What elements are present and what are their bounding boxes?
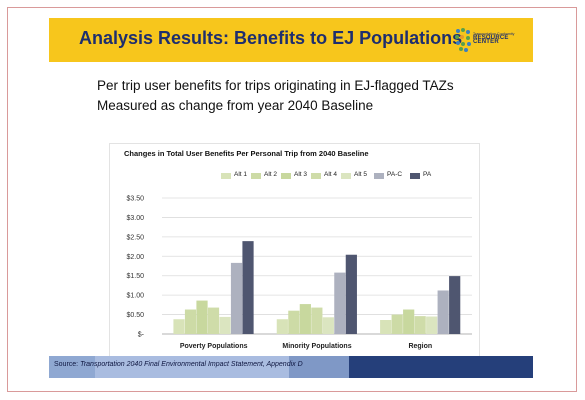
x-category-label: Region (408, 343, 432, 350)
bar-alt-3 (299, 304, 311, 334)
bar-alt-3 (403, 309, 415, 334)
legend-swatch (374, 173, 384, 179)
legend-label: Alt 5 (354, 171, 368, 178)
subtitle: Per trip user benefits for trips origina… (97, 76, 454, 116)
logo-big-line: RESOURCE CENTER (473, 35, 509, 45)
bar-alt-2 (391, 314, 403, 334)
bar-pa-c (334, 272, 346, 334)
source-strip (95, 356, 289, 378)
source-label: Source: (54, 361, 79, 368)
source-citation: Transportation 2040 Final Environmental … (80, 361, 303, 368)
legend-label: PA (423, 171, 432, 178)
bar-pa (345, 254, 357, 334)
y-tick-label: $3.50 (126, 196, 144, 203)
bar-alt-4 (207, 307, 220, 334)
x-category-label: Minority Populations (282, 343, 351, 350)
bar-alt-3 (196, 300, 208, 334)
slide-frame (7, 7, 577, 392)
bar-pa (242, 241, 254, 334)
logo-dots-icon (455, 28, 471, 52)
legend-swatch (221, 173, 231, 179)
bar-alt-1 (380, 320, 392, 334)
bar-alt-2 (184, 309, 197, 334)
resource-center-logo: Transportation Conformity RESOURCE CENTE… (453, 25, 531, 55)
bar-alt-5 (322, 317, 334, 334)
bar-alt-4 (311, 307, 323, 334)
source-bar: Source: Transportation 2040 Final Enviro… (49, 356, 533, 378)
subtitle-line-2: Measured as change from year 2040 Baseli… (97, 98, 374, 113)
legend-label: Alt 4 (324, 171, 338, 178)
y-tick-label: $3.00 (126, 215, 144, 222)
y-tick-label: $2.00 (126, 254, 144, 261)
legend-label: Alt 2 (264, 171, 278, 178)
legend-label: Alt 1 (234, 171, 248, 178)
source-strip (49, 356, 95, 378)
legend-swatch (251, 173, 261, 179)
subtitle-line-1: Per trip user benefits for trips origina… (97, 78, 454, 93)
y-tick-label: $0.50 (126, 312, 144, 319)
y-tick-label: $- (138, 332, 145, 339)
bar-pa-c (230, 262, 243, 334)
bar-alt-2 (288, 310, 300, 334)
logo-text: Transportation Conformity RESOURCE CENTE… (473, 32, 531, 45)
legend-label: PA-C (387, 171, 403, 178)
chart-title: Changes in Total User Benefits Per Perso… (124, 149, 369, 158)
bar-pa (449, 276, 461, 334)
bar-alt-1 (276, 319, 288, 334)
bar-pa-c (437, 290, 449, 334)
legend-swatch (281, 173, 291, 179)
bar-chart: Changes in Total User Benefits Per Perso… (109, 143, 480, 357)
logo-small-line: Transportation Conformity (473, 32, 515, 36)
bar-alt-5 (426, 316, 438, 334)
x-category-label: Poverty Populations (180, 343, 248, 350)
slide-title: Analysis Results: Benefits to EJ Populat… (79, 28, 463, 48)
bar-alt-4 (414, 316, 426, 334)
y-tick-label: $2.50 (126, 234, 144, 241)
y-tick-label: $1.50 (126, 273, 144, 280)
source-strip (289, 356, 349, 378)
y-tick-label: $1.00 (126, 293, 144, 300)
legend-swatch (311, 173, 321, 179)
bar-alt-1 (173, 319, 185, 334)
bar-alt-5 (219, 316, 231, 334)
legend-swatch (410, 173, 420, 179)
chart-plot: $- $0.50 $1.00 $1.50 $2.00 $2.50 $3.00 $3.50 Pov… (126, 196, 472, 350)
title-bar: Analysis Results: Benefits to EJ Populat… (49, 18, 533, 62)
legend-swatch (341, 173, 351, 179)
source-note: Source: Transportation 2040 Final Enviro… (54, 361, 303, 368)
legend-label: Alt 3 (294, 171, 308, 178)
slide: Analysis Results: Benefits to EJ Populat… (49, 18, 533, 380)
